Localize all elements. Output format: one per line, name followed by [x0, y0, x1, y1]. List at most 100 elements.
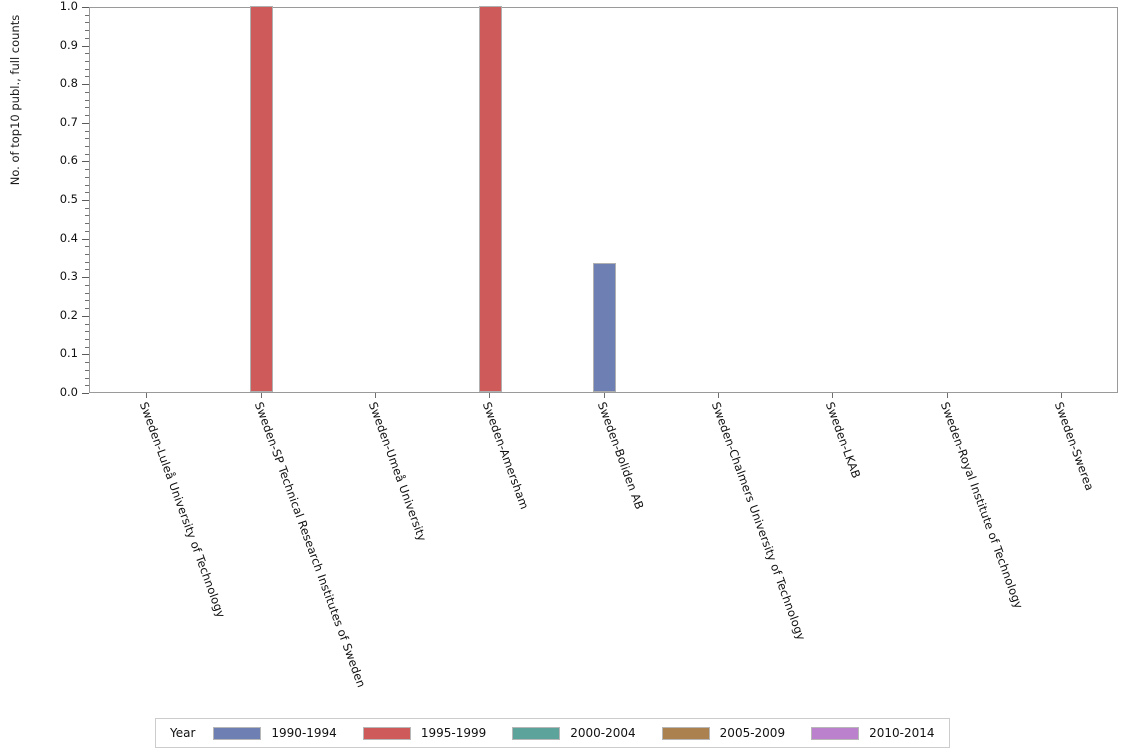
- legend-label: 1995-1999: [420, 726, 487, 740]
- y-tick-major: [82, 238, 89, 240]
- legend-swatch-icon: [512, 726, 561, 740]
- y-tick-major: [82, 161, 89, 163]
- y-tick-minor: [85, 223, 89, 225]
- x-tick-label: Sweden-Amersham: [480, 400, 532, 512]
- legend-label: 1990-1994: [271, 726, 337, 740]
- x-tick: [374, 393, 376, 398]
- y-tick-minor: [85, 269, 89, 271]
- legend-swatch-icon: [213, 726, 262, 740]
- y-tick-minor: [85, 292, 89, 294]
- y-tick-minor: [85, 30, 89, 32]
- chart-legend: Year 1990-1994 1995-1999 2000-2004 2005-200…: [155, 718, 950, 748]
- legend-entry[interactable]: 2000-2004: [512, 726, 636, 740]
- y-tick-minor: [85, 246, 89, 248]
- y-tick-minor: [85, 331, 89, 333]
- y-tick-label: 0.7: [59, 114, 78, 129]
- y-tick-major: [82, 277, 89, 279]
- bar[interactable]: [478, 6, 502, 392]
- x-tick: [717, 393, 719, 398]
- x-tick: [832, 393, 834, 398]
- y-tick-minor: [85, 169, 89, 171]
- x-tick-label: Sweden-Boliden AB: [594, 400, 647, 512]
- y-tick-minor: [85, 338, 89, 340]
- legend-entry[interactable]: 2010-2014: [811, 726, 935, 740]
- y-tick-minor: [85, 300, 89, 302]
- x-tick-label: Sweden-Royal Institute of Technology: [937, 400, 1026, 611]
- y-tick-major: [82, 200, 89, 201]
- y-tick-minor: [85, 369, 89, 371]
- x-tick: [946, 393, 948, 398]
- legend-swatch-icon: [811, 726, 860, 740]
- y-tick-minor: [85, 68, 89, 70]
- y-tick-minor: [85, 254, 89, 256]
- x-tick: [146, 393, 148, 398]
- y-tick-major: [82, 354, 89, 356]
- legend-label: 2000-2004: [570, 726, 636, 740]
- x-tick-label: Sweden-Luleå University of Technology: [137, 400, 229, 620]
- y-tick-label: 0.8: [59, 76, 78, 91]
- y-tick-minor: [85, 61, 89, 63]
- legend-entries: 1990-1994 1995-1999 2000-2004 2005-2009 2010…: [213, 726, 935, 740]
- x-tick: [489, 393, 491, 398]
- y-tick-minor: [85, 107, 89, 109]
- y-tick-minor: [85, 261, 89, 263]
- y-tick-minor: [85, 308, 89, 310]
- legend-swatch-icon: [362, 726, 411, 740]
- bar[interactable]: [593, 263, 616, 392]
- y-tick-major: [82, 393, 89, 394]
- legend-entry[interactable]: 1995-1999: [362, 726, 487, 740]
- y-tick-minor: [85, 115, 89, 117]
- legend-entry[interactable]: 2005-2009: [661, 726, 786, 740]
- y-tick-minor: [85, 153, 89, 155]
- legend-label: 2005-2009: [719, 726, 786, 740]
- legend-entry[interactable]: 1990-1994: [213, 726, 337, 740]
- y-tick-minor: [85, 53, 89, 55]
- bar[interactable]: [250, 6, 273, 392]
- y-tick-label: 0.1: [59, 346, 78, 361]
- y-tick-major: [82, 122, 89, 124]
- y-tick-label: 1.0: [59, 0, 78, 13]
- y-tick-major: [82, 315, 89, 317]
- x-tick: [260, 393, 262, 398]
- y-tick-minor: [85, 76, 89, 78]
- y-tick-minor: [85, 284, 89, 286]
- y-tick-minor: [85, 362, 89, 364]
- y-tick-minor: [85, 230, 89, 232]
- y-tick-minor: [85, 37, 89, 39]
- y-tick-minor: [85, 385, 89, 387]
- y-tick-minor: [85, 176, 89, 178]
- x-tick-label: Sweden-Swerea: [1051, 400, 1097, 493]
- x-tick-label: Sweden-Chalmers University of Technology: [708, 400, 809, 643]
- y-tick-minor: [85, 184, 89, 186]
- y-tick-minor: [85, 346, 89, 348]
- y-tick-label: 0.9: [59, 37, 78, 52]
- y-tick-minor: [85, 323, 89, 325]
- plot-area: [89, 6, 1118, 393]
- y-tick-label: 0.2: [59, 307, 78, 322]
- y-tick-minor: [85, 99, 89, 101]
- y-tick-major: [82, 45, 89, 47]
- y-tick-minor: [85, 377, 89, 379]
- x-tick: [1060, 393, 1062, 398]
- y-tick-minor: [85, 22, 89, 24]
- y-tick-minor: [85, 215, 89, 217]
- y-tick-major: [82, 7, 89, 8]
- y-tick-label: 0.4: [59, 230, 78, 245]
- y-tick-major: [82, 84, 89, 86]
- x-tick: [603, 393, 605, 398]
- legend-label: 2010-2014: [869, 726, 935, 740]
- y-tick-label: 0.5: [59, 192, 78, 206]
- y-tick-minor: [85, 192, 89, 194]
- x-tick-label: Sweden-Umeå University: [365, 400, 430, 544]
- x-tick-label: Sweden-LKAB: [823, 400, 864, 481]
- y-tick-minor: [85, 91, 89, 93]
- legend-title: Year: [170, 726, 196, 740]
- y-tick-label: 0.6: [59, 153, 78, 168]
- y-tick-minor: [85, 14, 89, 16]
- x-tick-label: Sweden-SP Technical Research Institutes …: [251, 400, 369, 690]
- y-tick-minor: [85, 207, 89, 209]
- legend-swatch-icon: [661, 726, 710, 740]
- y-tick-minor: [85, 138, 89, 140]
- y-axis-ticks: 0.0 0.1 0.2 0.3 0.4 0.5 0.6 0.7 0.8 0.9 1.0: [0, 0, 89, 400]
- y-tick-label: 0.0: [59, 385, 78, 399]
